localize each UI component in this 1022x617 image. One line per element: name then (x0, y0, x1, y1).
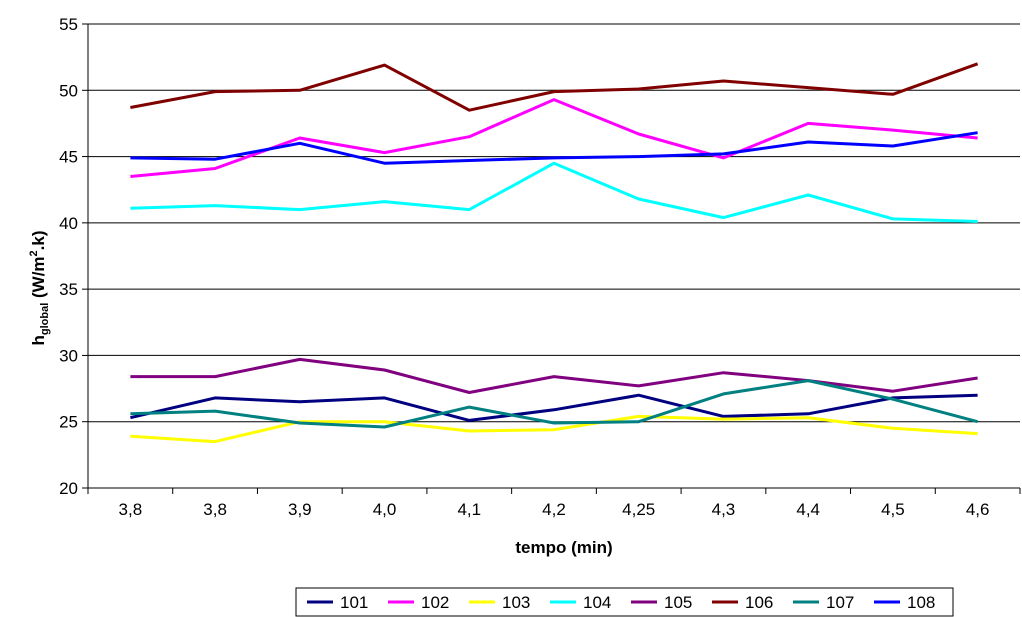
series-line-104 (130, 161, 978, 223)
x-tick-label-10: 4,6 (966, 500, 990, 519)
legend-label-107: 107 (826, 593, 854, 612)
legend: 101 102 103 104 105 106 107 108 (295, 587, 954, 617)
x-tick-label-6: 4,25 (622, 500, 655, 519)
legend-label-108: 108 (907, 593, 935, 612)
series-line-107 (130, 379, 978, 429)
y-axis-title-main: h (29, 335, 48, 345)
y-tick-label-7: 55 (59, 15, 78, 34)
x-tick-label-2: 3,9 (288, 500, 312, 519)
series-line-101 (130, 393, 978, 422)
series-line-108 (130, 131, 978, 165)
x-tick-label-7: 4,3 (712, 500, 736, 519)
x-tick-label-5: 4,2 (542, 500, 566, 519)
series-lines (130, 62, 979, 444)
y-axis-title-unit-end: .k) (29, 230, 48, 250)
y-tick-label-2: 30 (59, 346, 78, 365)
x-axis-title: tempo (min) (515, 538, 612, 557)
x-tick-label-4: 4,1 (457, 500, 481, 519)
legend-label-103: 103 (502, 593, 530, 612)
legend-label-101: 101 (340, 593, 368, 612)
y-axis-ticks: 20 25 30 35 40 45 50 55 (59, 15, 88, 498)
series-line-103 (130, 414, 978, 444)
y-tick-label-0: 20 (59, 479, 78, 498)
y-tick-label-5: 45 (59, 148, 78, 167)
y-tick-label-3: 35 (59, 280, 78, 299)
plot-frame (87, 24, 1020, 489)
legend-label-106: 106 (745, 593, 773, 612)
legend-label-104: 104 (583, 593, 611, 612)
x-tick-label-0: 3,8 (119, 500, 143, 519)
y-axis-title-unit: (W/m (29, 256, 48, 302)
x-tick-label-3: 4,0 (373, 500, 397, 519)
legend-label-105: 105 (664, 593, 692, 612)
series-line-105 (130, 357, 978, 394)
series-line-106 (130, 62, 979, 112)
y-axis-title: hglobal (W/m2.k) (28, 230, 51, 345)
y-tick-label-1: 25 (59, 413, 78, 432)
y-tick-label-4: 40 (59, 214, 78, 233)
legend-label-102: 102 (421, 593, 449, 612)
gridlines (88, 23, 1020, 423)
series-line-102 (130, 98, 978, 178)
y-axis-title-sup: 2 (28, 250, 40, 256)
y-axis-title-sub: global (39, 303, 51, 335)
x-tick-label-9: 4,5 (881, 500, 905, 519)
x-axis-ticks: 3,8 3,8 3,9 4,0 4,1 4,2 4,25 4,3 4,4 4,5 4,6 (87, 488, 1021, 519)
y-tick-label-6: 50 (59, 81, 78, 100)
x-tick-label-1: 3,8 (203, 500, 227, 519)
x-tick-label-8: 4,4 (796, 500, 820, 519)
